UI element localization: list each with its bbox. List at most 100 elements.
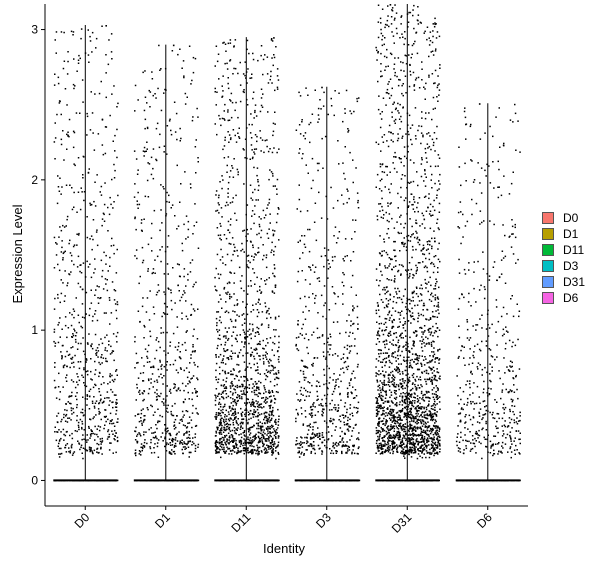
data-point xyxy=(227,337,230,340)
data-point xyxy=(377,431,380,434)
data-point xyxy=(427,337,429,340)
data-point xyxy=(309,121,312,124)
data-point xyxy=(349,331,351,334)
data-point xyxy=(276,86,279,89)
data-point xyxy=(183,433,185,435)
data-point xyxy=(391,355,393,357)
data-point xyxy=(298,456,301,458)
data-point xyxy=(215,317,218,320)
data-point xyxy=(421,212,423,215)
data-point xyxy=(388,257,391,259)
data-point xyxy=(234,417,237,419)
data-point xyxy=(393,63,396,65)
data-point xyxy=(409,433,411,435)
data-point xyxy=(94,205,97,207)
data-point xyxy=(166,361,168,363)
data-point xyxy=(403,413,406,415)
data-point xyxy=(353,445,355,448)
data-point xyxy=(272,369,274,371)
data-point xyxy=(92,219,95,221)
data-point xyxy=(350,435,353,437)
data-point xyxy=(91,402,94,404)
data-point xyxy=(252,246,254,249)
data-point xyxy=(116,402,118,404)
data-point xyxy=(274,431,277,434)
data-point xyxy=(64,355,67,358)
data-point xyxy=(234,447,236,449)
data-point xyxy=(104,397,106,399)
data-point xyxy=(258,450,260,453)
data-point xyxy=(148,319,151,321)
data-point xyxy=(349,404,352,406)
data-point xyxy=(264,451,266,454)
data-point xyxy=(439,448,441,450)
data-point xyxy=(348,197,350,200)
data-point xyxy=(309,391,311,394)
data-point xyxy=(428,378,431,381)
data-point xyxy=(239,334,241,336)
data-point xyxy=(316,380,318,382)
data-point xyxy=(415,222,417,224)
data-point xyxy=(346,348,348,350)
data-point xyxy=(89,388,92,391)
data-point xyxy=(194,57,197,60)
data-point xyxy=(60,279,62,281)
data-point xyxy=(434,297,436,299)
data-point xyxy=(254,437,256,440)
data-point xyxy=(333,373,335,375)
data-point xyxy=(244,138,247,140)
data-point xyxy=(389,445,391,447)
data-point xyxy=(176,440,179,442)
data-point xyxy=(94,369,97,371)
data-point xyxy=(144,195,147,198)
data-point xyxy=(405,308,408,311)
data-point xyxy=(258,311,260,314)
data-point xyxy=(214,404,217,406)
data-point xyxy=(430,379,433,381)
data-point xyxy=(432,96,435,99)
data-point xyxy=(397,416,400,418)
data-point xyxy=(173,421,176,423)
data-point xyxy=(376,414,379,416)
data-point xyxy=(271,454,273,456)
data-point xyxy=(420,22,422,24)
data-point xyxy=(229,224,232,226)
data-point xyxy=(267,360,270,363)
data-point xyxy=(300,386,303,389)
data-point xyxy=(428,112,430,114)
data-point xyxy=(313,221,316,223)
data-point xyxy=(240,443,242,445)
data-point xyxy=(276,377,279,379)
data-point xyxy=(432,263,435,265)
data-point xyxy=(385,390,387,392)
data-point xyxy=(339,392,341,395)
data-point xyxy=(231,101,234,104)
data-point xyxy=(252,413,254,415)
data-point xyxy=(64,316,67,318)
data-point xyxy=(350,345,353,347)
data-point xyxy=(377,309,380,311)
data-point xyxy=(346,411,348,414)
data-point xyxy=(159,69,161,71)
data-point xyxy=(197,479,200,482)
data-point xyxy=(415,389,418,391)
data-point xyxy=(309,445,311,447)
data-point xyxy=(241,427,244,429)
data-point xyxy=(299,95,302,97)
data-point xyxy=(222,75,224,77)
data-point xyxy=(148,379,150,382)
data-point xyxy=(265,447,267,450)
data-point xyxy=(168,451,171,453)
data-point xyxy=(109,422,111,425)
data-point xyxy=(409,362,411,364)
data-point xyxy=(239,439,242,442)
data-point xyxy=(244,333,246,335)
data-point xyxy=(107,430,109,433)
data-point xyxy=(157,87,159,90)
data-point xyxy=(295,420,297,423)
data-point xyxy=(183,223,185,226)
data-point xyxy=(189,183,192,185)
data-point xyxy=(217,381,219,384)
data-point xyxy=(323,368,325,371)
data-point xyxy=(321,335,324,337)
